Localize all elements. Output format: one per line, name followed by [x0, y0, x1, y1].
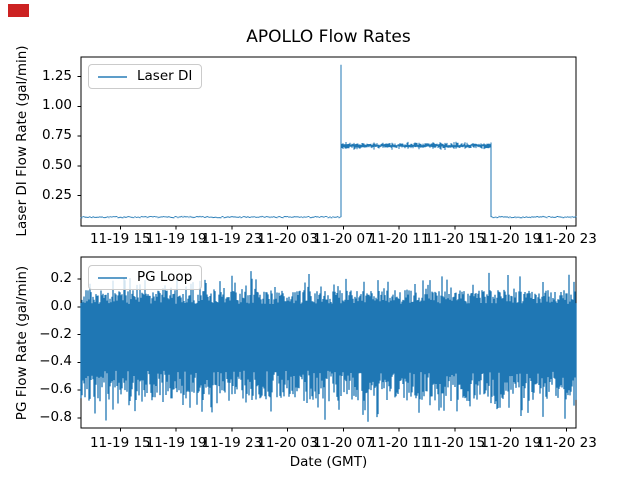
x-tick-label: 11-19 23	[201, 435, 263, 451]
y-tick-label: 0.2	[50, 270, 72, 286]
y-tick-label: −0.2	[39, 325, 72, 342]
y-tick-label: 1.00	[41, 97, 72, 114]
x-tick-label: 11-19 19	[145, 231, 207, 247]
x-tick-label: 11-20 11	[368, 231, 430, 247]
pg-loop-line-sample-icon	[98, 276, 127, 279]
y-tick-label: −0.8	[39, 409, 72, 425]
x-tick-label: 11-20 19	[480, 435, 542, 451]
red-marker	[8, 4, 29, 17]
y-tick-label: 0.25	[41, 186, 72, 203]
x-tick-label: 11-19 15	[89, 231, 151, 247]
x-tick-label: 11-19 23	[201, 231, 263, 247]
laser-di-line-sample-icon	[98, 75, 127, 78]
x-tick-label: 11-20 23	[536, 435, 597, 451]
x-tick-label: 11-20 15	[424, 435, 486, 451]
y-tick-label: 0.50	[41, 156, 72, 173]
x-tick-label: 11-19 19	[145, 435, 207, 451]
x-tick-label: 11-20 07	[313, 435, 374, 451]
x-tick-label: 11-20 11	[368, 435, 430, 451]
legend-pg-loop-label: PG Loop	[137, 269, 193, 285]
x-axis-label: Date (GMT)	[289, 454, 368, 470]
chart-title: APOLLO Flow Rates	[246, 27, 411, 47]
y-tick-label: 0.0	[50, 297, 72, 314]
y-tick-label: −0.4	[39, 353, 72, 370]
y-tick-label: 0.75	[41, 127, 72, 144]
y-tick-label: −0.6	[39, 381, 72, 398]
legend-pg-loop: PG Loop	[88, 265, 203, 290]
x-tick-label: 11-20 23	[536, 231, 597, 247]
legend-laser-di: Laser DI	[88, 64, 203, 89]
x-tick-label: 11-20 15	[424, 231, 486, 247]
x-tick-label: 11-19 15	[89, 435, 151, 451]
x-tick-label: 11-20 19	[480, 231, 542, 247]
x-tick-label: 11-20 03	[257, 231, 318, 247]
x-tick-label: 11-20 07	[313, 231, 374, 247]
y-tick-label: 1.25	[41, 67, 72, 84]
legend-laser-di-label: Laser DI	[137, 68, 193, 84]
x-tick-label: 11-20 03	[257, 435, 318, 451]
